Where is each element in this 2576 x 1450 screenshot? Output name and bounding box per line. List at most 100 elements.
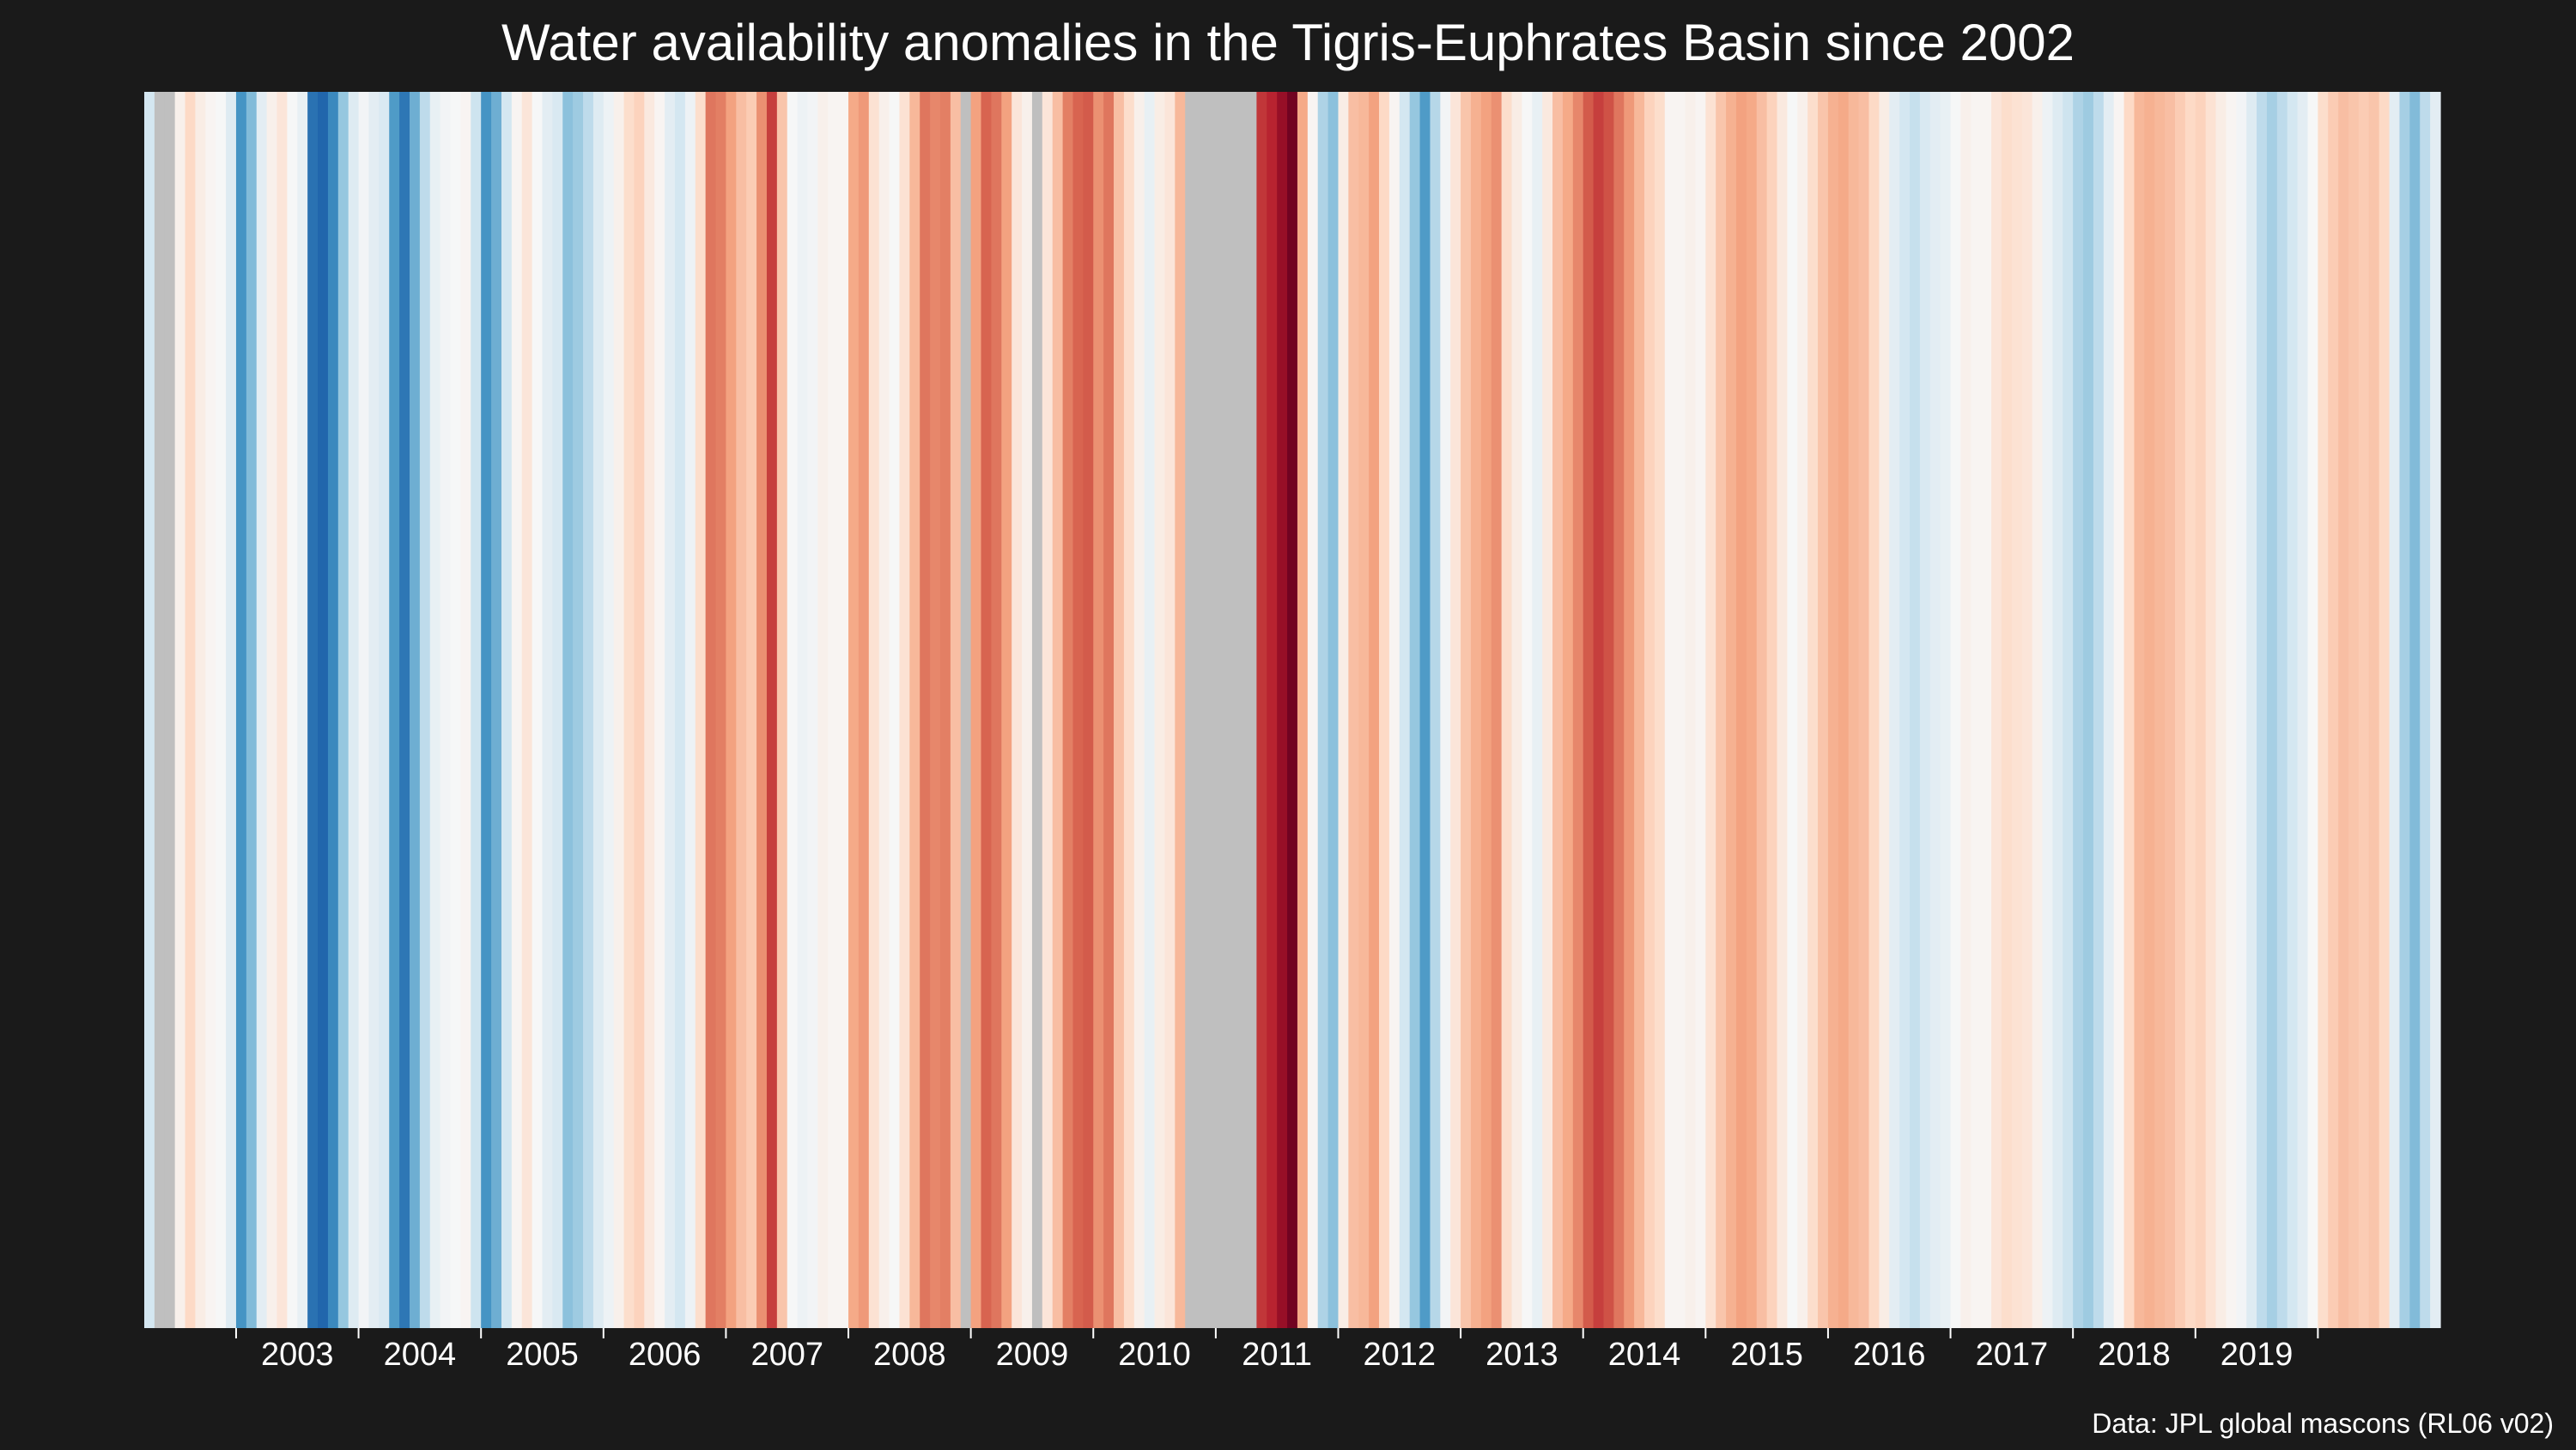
stripe-2012-07 (1399, 92, 1411, 1328)
data-source-caption: Data: JPL global mascons (RL06 v02) (2092, 1408, 2554, 1439)
stripe-2012-08 (1409, 92, 1421, 1328)
stripe-2018-06 (2123, 92, 2136, 1328)
stripe-2018-01 (2073, 92, 2084, 1328)
stripe-2014-12 (1695, 92, 1706, 1328)
year-label-2004: 2004 (384, 1337, 457, 1373)
stripe-2002-09 (195, 92, 206, 1328)
stripe-2009-11 (1072, 92, 1084, 1328)
stripe-2020-08 (2389, 92, 2401, 1328)
stripe-2007-04 (756, 92, 768, 1328)
stripe-2015-06 (1756, 92, 1768, 1328)
stripe-2012-01 (1338, 92, 1349, 1328)
stripe-2018-12 (2184, 92, 2196, 1328)
stripe-2007-10 (817, 92, 829, 1328)
stripe-2004-10 (450, 92, 462, 1328)
stripe-2014-10 (1674, 92, 1686, 1328)
stripe-2002-11 (216, 92, 227, 1328)
year-label-2015: 2015 (1730, 1337, 1803, 1373)
stripe-2015-01 (1705, 92, 1716, 1328)
stripe-2019-09 (2276, 92, 2288, 1328)
year-label-2012: 2012 (1364, 1337, 1437, 1373)
stripe-2006-04 (634, 92, 645, 1328)
stripe-2016-08 (1899, 92, 1911, 1328)
stripe-2008-10 (939, 92, 951, 1328)
stripe-2017-05 (1991, 92, 2002, 1328)
year-label-2013: 2013 (1485, 1337, 1558, 1373)
stripe-2019-06 (2246, 92, 2257, 1328)
stripe-2011-10 (1307, 92, 1319, 1328)
stripe-2006-01 (603, 92, 615, 1328)
stripe-2005-03 (501, 92, 513, 1328)
stripe-2008-02 (858, 92, 870, 1328)
stripe-2018-10 (2165, 92, 2176, 1328)
stripe-2011-05 (1256, 92, 1267, 1328)
stripe-2010-02 (1103, 92, 1115, 1328)
stripe-2016-06 (1879, 92, 1890, 1328)
stripe-2002-07 (174, 92, 186, 1328)
stripe-2007-02 (736, 92, 747, 1328)
stripe-2007-03 (746, 92, 757, 1328)
stripe-2019-11 (2297, 92, 2309, 1328)
chart-title: Water availability anomalies in the Tigr… (501, 14, 2075, 71)
stripe-2016-05 (1868, 92, 1880, 1328)
stripe-2019-08 (2266, 92, 2278, 1328)
year-label-2019: 2019 (2221, 1337, 2293, 1373)
stripe-2018-04 (2103, 92, 2115, 1328)
stripe-2010-06 (1144, 92, 1156, 1328)
stripe-2013-06 (1511, 92, 1522, 1328)
stripe-2019-10 (2287, 92, 2299, 1328)
stripe-2018-09 (2154, 92, 2166, 1328)
stripe-2012-09 (1419, 92, 1431, 1328)
stripe-2017-08 (2021, 92, 2033, 1328)
stripe-2007-01 (726, 92, 737, 1328)
stripe-2014-09 (1664, 92, 1676, 1328)
stripe-2004-03 (379, 92, 390, 1328)
stripe-2015-07 (1766, 92, 1778, 1328)
stripe-2018-05 (2113, 92, 2125, 1328)
stripe-2011-03 (1236, 92, 1248, 1328)
stripe-2011-02 (1225, 92, 1237, 1328)
stripe-2017-02 (1960, 92, 1971, 1328)
stripe-2005-09 (562, 92, 574, 1328)
stripe-2016-09 (1910, 92, 1921, 1328)
stripe-2012-12 (1450, 92, 1461, 1328)
stripe-2017-06 (2001, 92, 2013, 1328)
stripe-2017-03 (1971, 92, 1982, 1328)
stripe-2019-12 (2307, 92, 2318, 1328)
stripe-2008-05 (889, 92, 901, 1328)
stripe-2008-12 (960, 92, 972, 1328)
stripe-2003-02 (246, 92, 258, 1328)
stripe-2019-03 (2215, 92, 2227, 1328)
stripe-2015-11 (1807, 92, 1819, 1328)
stripe-2005-07 (542, 92, 553, 1328)
stripe-2016-01 (1827, 92, 1839, 1328)
stripe-2002-08 (185, 92, 197, 1328)
stripe-2018-11 (2175, 92, 2186, 1328)
stripe-2012-05 (1379, 92, 1390, 1328)
stripe-2015-04 (1735, 92, 1747, 1328)
stripe-2018-02 (2083, 92, 2094, 1328)
stripe-2010-07 (1154, 92, 1166, 1328)
stripe-2006-05 (644, 92, 655, 1328)
stripe-2008-07 (909, 92, 920, 1328)
stripe-2007-08 (797, 92, 809, 1328)
stripe-2004-02 (368, 92, 380, 1328)
stripe-2014-06 (1634, 92, 1645, 1328)
stripe-2009-06 (1022, 92, 1033, 1328)
stripe-2012-04 (1369, 92, 1380, 1328)
stripe-2013-12 (1572, 92, 1584, 1328)
stripe-2016-03 (1848, 92, 1860, 1328)
stripe-2004-07 (419, 92, 431, 1328)
stripe-2006-12 (715, 92, 727, 1328)
stripe-2020-11 (2420, 92, 2431, 1328)
stripe-2006-07 (665, 92, 676, 1328)
stripe-2007-09 (807, 92, 818, 1328)
year-label-2010: 2010 (1118, 1337, 1191, 1373)
stripe-2004-05 (399, 92, 410, 1328)
stripe-2003-05 (276, 92, 288, 1328)
stripe-2015-08 (1777, 92, 1788, 1328)
stripe-2006-11 (705, 92, 717, 1328)
stripe-2009-05 (1012, 92, 1023, 1328)
stripe-2014-11 (1685, 92, 1697, 1328)
stripe-2009-10 (1062, 92, 1074, 1328)
